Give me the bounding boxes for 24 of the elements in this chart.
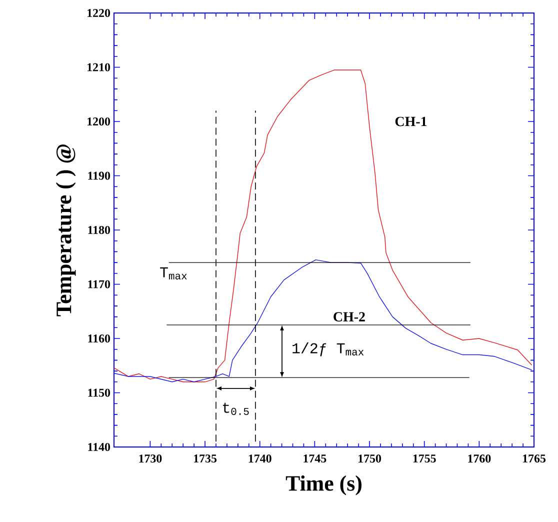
x-axis-title: Time (s)	[286, 475, 362, 496]
y-tick-label: 1200	[88, 117, 110, 126]
x-tick-label: 1740	[248, 454, 272, 463]
annotation: t$_{0.5}$	[223, 402, 249, 415]
y-tick-label: 1210	[88, 63, 110, 72]
x-tick-label: 1765	[523, 454, 546, 463]
x-tick-label: 1755	[413, 454, 436, 463]
y-tick-label: 1180	[88, 226, 110, 234]
y-tick-label: 1190	[88, 172, 110, 180]
x-tick-label: 1750	[358, 454, 382, 463]
y-tick-label: 1160	[88, 334, 110, 343]
annotation: T$_{max}$	[160, 267, 187, 280]
y-tick-label: 1150	[88, 388, 110, 397]
y-tick-label: 1220	[88, 8, 110, 18]
x-tick-label: 1745	[304, 454, 326, 463]
y-axis-title: Temperature ( ) @	[56, 144, 76, 316]
y-tick-label: 1140	[88, 442, 110, 452]
annotation: CH-1	[395, 116, 427, 126]
x-tick-label: 1735	[194, 454, 217, 463]
annotation: CH-2	[334, 312, 365, 322]
x-tick-label: 1730	[139, 454, 162, 463]
y-tick-label: 1170	[88, 280, 110, 288]
x-tick-label: 1760	[468, 454, 491, 463]
annotation: 1/2ƒ T$_{max}$	[292, 342, 364, 356]
